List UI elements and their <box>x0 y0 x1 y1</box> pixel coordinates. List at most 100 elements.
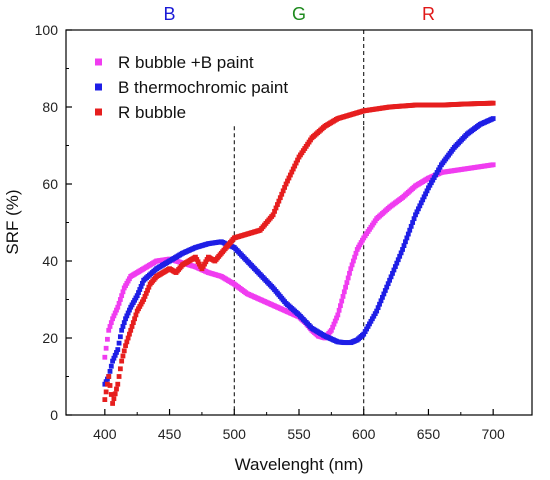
data-point <box>378 298 384 304</box>
data-point <box>433 172 439 178</box>
data-point <box>114 386 119 392</box>
data-point <box>421 194 427 200</box>
data-point <box>282 185 288 190</box>
data-point <box>138 284 144 289</box>
data-point <box>293 160 299 166</box>
data-point <box>277 195 283 201</box>
data-point <box>414 209 420 215</box>
data-point <box>103 379 109 385</box>
data-point <box>143 290 149 296</box>
data-point <box>430 177 436 183</box>
series-1 <box>102 116 496 387</box>
data-point <box>120 353 126 359</box>
data-point <box>418 200 424 206</box>
data-point <box>105 336 110 342</box>
data-point <box>273 205 279 211</box>
data-point <box>134 293 140 299</box>
data-point <box>124 313 130 319</box>
y-tick-label: 20 <box>42 330 58 346</box>
data-point <box>392 264 398 269</box>
data-point <box>428 180 434 186</box>
data-point <box>401 243 407 248</box>
data-point <box>105 381 110 387</box>
data-point <box>408 223 414 229</box>
data-point <box>398 250 404 256</box>
data-point <box>276 198 282 204</box>
data-point <box>361 331 367 337</box>
data-point <box>108 320 114 325</box>
data-point <box>394 260 400 266</box>
series-0 <box>102 162 496 360</box>
data-point <box>117 297 123 302</box>
data-point <box>405 231 411 237</box>
data-point <box>391 267 397 273</box>
data-point <box>111 313 117 319</box>
data-point <box>112 391 118 397</box>
data-point <box>115 304 121 310</box>
y-tick-label: 40 <box>42 253 58 269</box>
data-point <box>130 320 136 325</box>
data-point <box>115 347 121 352</box>
data-point <box>112 352 118 358</box>
data-point <box>340 294 346 299</box>
data-point <box>339 298 345 304</box>
data-point <box>385 281 391 287</box>
data-point <box>127 331 132 337</box>
data-point <box>117 334 123 340</box>
data-point <box>115 381 121 387</box>
data-point <box>106 374 112 379</box>
data-point <box>437 164 443 170</box>
legend-label: R bubble +B paint <box>118 53 254 72</box>
data-point <box>335 312 341 318</box>
data-point <box>102 354 108 360</box>
data-point <box>375 305 381 311</box>
data-point <box>123 343 128 349</box>
data-point <box>331 321 337 327</box>
series-2 <box>102 100 496 406</box>
data-point <box>102 381 108 387</box>
data-point <box>103 389 109 395</box>
data-point <box>272 208 277 214</box>
data-point <box>490 100 496 106</box>
data-point <box>369 316 375 322</box>
data-point <box>270 212 276 218</box>
data-point <box>382 288 388 293</box>
data-point <box>103 345 109 351</box>
data-point <box>344 280 350 285</box>
data-point <box>400 247 405 252</box>
data-point <box>380 294 385 300</box>
data-point <box>368 318 374 324</box>
data-point <box>287 172 293 178</box>
data-point <box>124 339 130 345</box>
data-point <box>372 311 378 317</box>
data-point <box>108 363 114 369</box>
y-tick-label: 80 <box>42 99 58 115</box>
data-point <box>341 289 347 295</box>
data-point <box>110 316 115 322</box>
data-point <box>128 327 134 333</box>
data-point <box>350 258 356 264</box>
data-point <box>110 358 115 364</box>
data-point <box>365 324 371 329</box>
data-point <box>352 254 358 260</box>
x-tick-label: 650 <box>417 426 441 442</box>
data-point <box>349 262 355 268</box>
data-point <box>132 316 138 322</box>
data-point <box>410 220 416 225</box>
data-point <box>353 250 359 256</box>
legend-marker <box>95 58 102 66</box>
data-point <box>374 308 380 314</box>
data-point <box>413 212 418 218</box>
data-point <box>377 301 382 307</box>
data-point <box>431 175 437 180</box>
data-point <box>345 275 351 281</box>
data-point <box>334 315 339 321</box>
data-point <box>116 300 122 306</box>
data-point <box>112 310 118 316</box>
data-point <box>102 397 108 402</box>
data-point <box>490 162 496 168</box>
data-point <box>119 327 125 333</box>
data-point <box>114 350 119 355</box>
